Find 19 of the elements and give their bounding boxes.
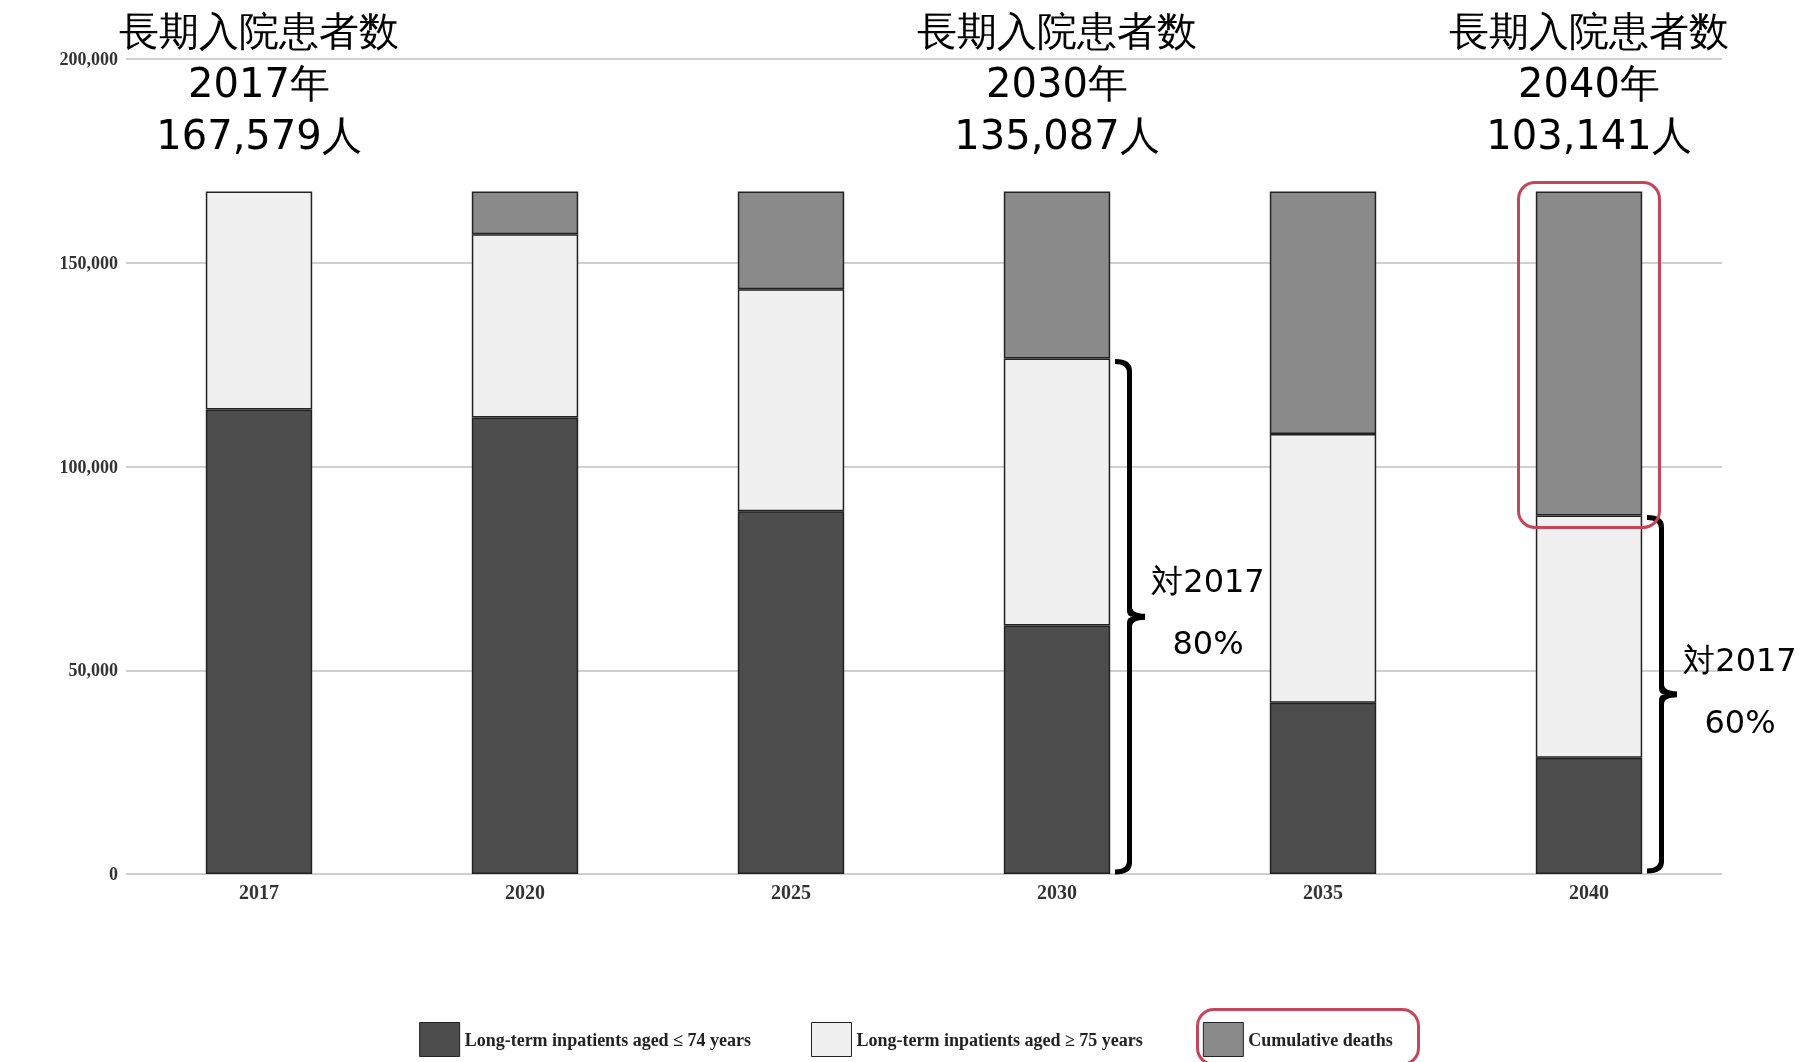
y-tick-label: 200,000 [59, 49, 118, 69]
legend-label: Long-term inpatients aged ≤ 74 years [464, 1029, 751, 1050]
y-tick-label: 50,000 [68, 660, 118, 681]
y-tick-label: 0 [109, 864, 118, 884]
x-tick-label: 2025 [771, 881, 811, 903]
annotation: 長期入院患者数 2040年 103,141人 [1449, 8, 1729, 159]
x-tick-label: 2017 [239, 881, 279, 903]
annotation: 長期入院患者数 2030年 135,087人 [917, 8, 1197, 159]
legend-label: Long-term inpatients aged ≥ 75 years [856, 1029, 1143, 1050]
x-tick-label: 2020 [505, 881, 545, 903]
x-tick-label: 2035 [1303, 881, 1343, 903]
annotation: 対2017 80% [1151, 561, 1265, 665]
x-tick-label: 2030 [1037, 881, 1077, 903]
annotation: 対2017 60% [1683, 639, 1797, 743]
legend-label: Cumulative deaths [1248, 1029, 1393, 1050]
x-tick-label: 2040 [1569, 881, 1609, 903]
y-tick-label: 100,000 [59, 456, 118, 477]
annotation: 長期入院患者数 2017年 167,579人 [119, 8, 399, 159]
y-tick-label: 150,000 [59, 252, 118, 273]
